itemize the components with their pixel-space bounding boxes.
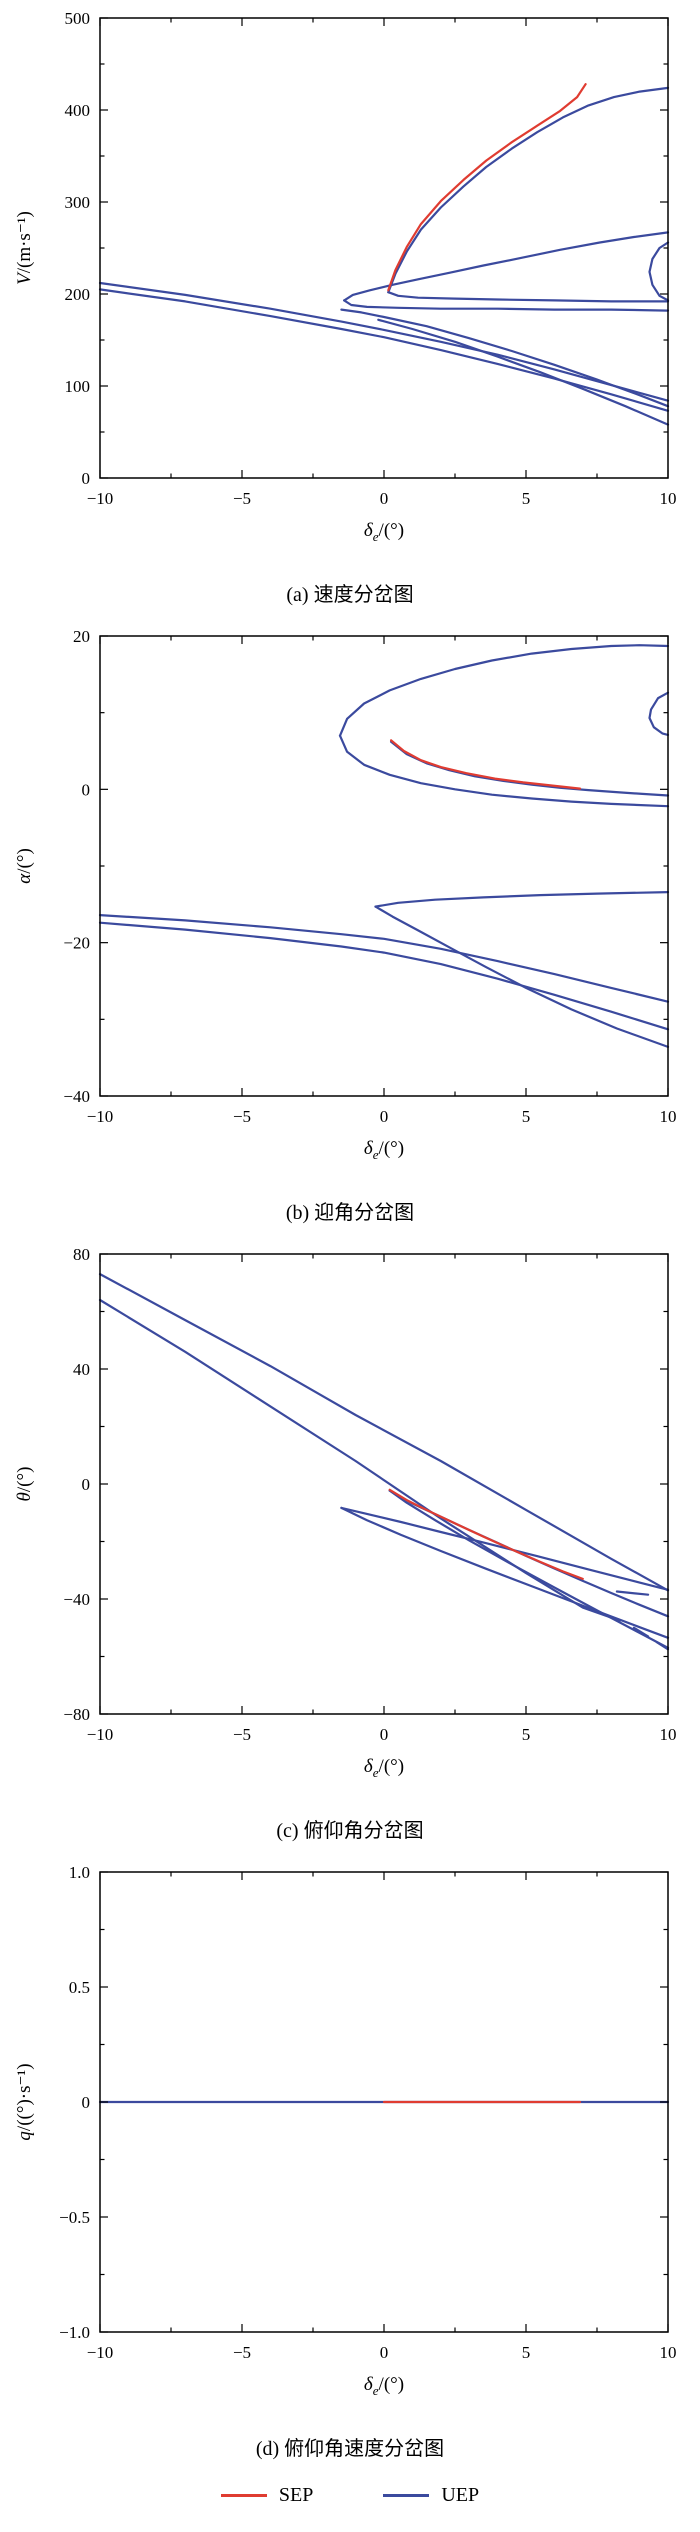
- caption-pitch-rate: (d) 俯仰角速度分岔图: [255, 2438, 445, 2460]
- svg-text:0: 0: [380, 1107, 389, 1126]
- chart-pitch-angle: −10 −5 0 5 10 −80 −40 0 40 80 δe/(°) θ/(°): [0, 1244, 700, 1816]
- x-axis-label-b: δe/(°): [364, 1138, 404, 1162]
- svg-text:0: 0: [82, 1475, 91, 1494]
- panel-velocity-bifurcation: −10 −5 0 5 10 0 100 200 300 400 500 δe/(°) V/(m·s⁻¹)…: [0, 8, 700, 610]
- chart-svg-c: −10 −5 0 5 10 −80 −40 0 40 80 δe/(°) θ/(°): [14, 1245, 677, 1780]
- x-axis-label-a: δe/(°): [364, 520, 404, 544]
- panel-pitch-angle-bifurcation: −10 −5 0 5 10 −80 −40 0 40 80 δe/(°) θ/(°) (c) 俯仰角分…: [0, 1244, 700, 1846]
- svg-text:−5: −5: [233, 1725, 251, 1744]
- svg-text:5: 5: [522, 1107, 531, 1126]
- svg-text:−5: −5: [233, 1107, 251, 1126]
- svg-text:−40: −40: [63, 1590, 90, 1609]
- svg-text:0: 0: [380, 489, 389, 508]
- x-axis-label-d: δe/(°): [364, 2374, 404, 2398]
- caption-aoa: (b) 迎角分岔图: [285, 1202, 415, 1224]
- panel-pitch-rate-bifurcation: −10 −5 0 5 10 −1.0 −0.5 0 0.5 1.0 δe/(°) q/((°)·s⁻¹…: [0, 1862, 700, 2464]
- svg-text:5: 5: [522, 1725, 531, 1744]
- svg-text:−0.5: −0.5: [59, 2208, 90, 2227]
- uep-line-swatch: [383, 2494, 430, 2497]
- svg-text:300: 300: [65, 193, 91, 212]
- panel-aoa-bifurcation: −10 −5 0 5 10 −40 −20 0 20 δe/(°) α/(°) (b) 迎角分岔图: [0, 626, 700, 1228]
- svg-text:−10: −10: [87, 1107, 114, 1126]
- svg-text:0: 0: [82, 780, 91, 799]
- chart-velocity: −10 −5 0 5 10 0 100 200 300 400 500 δe/(°) V/(m·s⁻¹): [0, 8, 700, 580]
- svg-text:10: 10: [660, 1725, 677, 1744]
- svg-text:−10: −10: [87, 2343, 114, 2362]
- svg-text:−5: −5: [233, 2343, 251, 2362]
- svg-text:400: 400: [65, 101, 91, 120]
- svg-text:−20: −20: [63, 934, 90, 953]
- y-axis-label-c: θ/(°): [14, 1467, 35, 1502]
- caption-pitch-angle: (c) 俯仰角分岔图: [276, 1820, 424, 1842]
- legend-item-uep: UEP: [383, 2484, 479, 2507]
- svg-text:10: 10: [660, 489, 677, 508]
- svg-text:−5: −5: [233, 489, 251, 508]
- svg-text:−80: −80: [63, 1705, 90, 1724]
- y-axis-label-a: V/(m·s⁻¹): [14, 211, 35, 285]
- svg-text:100: 100: [65, 377, 91, 396]
- svg-text:0: 0: [82, 2093, 91, 2112]
- svg-text:−10: −10: [87, 1725, 114, 1744]
- svg-text:500: 500: [65, 9, 91, 28]
- svg-text:10: 10: [660, 2343, 677, 2362]
- y-axis-label-b: α/(°): [14, 848, 35, 884]
- svg-text:80: 80: [73, 1245, 90, 1264]
- svg-text:5: 5: [522, 2343, 531, 2362]
- svg-text:−1.0: −1.0: [59, 2323, 90, 2342]
- svg-text:20: 20: [73, 627, 90, 646]
- svg-text:0: 0: [82, 469, 91, 488]
- x-axis-label-c: δe/(°): [364, 1756, 404, 1780]
- svg-text:10: 10: [660, 1107, 677, 1126]
- svg-text:5: 5: [522, 489, 531, 508]
- svg-text:0: 0: [380, 1725, 389, 1744]
- legend-label-sep: SEP: [278, 2484, 314, 2506]
- chart-aoa: −10 −5 0 5 10 −40 −20 0 20 δe/(°) α/(°): [0, 626, 700, 1198]
- svg-text:−10: −10: [87, 489, 114, 508]
- chart-pitch-rate: −10 −5 0 5 10 −1.0 −0.5 0 0.5 1.0 δe/(°) q/((°)·s⁻¹…: [0, 1862, 700, 2434]
- svg-text:−40: −40: [63, 1087, 90, 1106]
- caption-velocity: (a) 速度分岔图: [286, 584, 414, 606]
- svg-text:0.5: 0.5: [69, 1978, 90, 1997]
- legend: SEP UEP: [0, 2480, 700, 2525]
- chart-svg-d: −10 −5 0 5 10 −1.0 −0.5 0 0.5 1.0 δe/(°) q/((°)·s⁻¹…: [14, 1863, 677, 2398]
- y-axis-label-d: q/((°)·s⁻¹): [14, 2063, 35, 2140]
- svg-text:40: 40: [73, 1360, 90, 1379]
- legend-item-sep: SEP: [220, 2484, 314, 2507]
- svg-text:200: 200: [65, 285, 91, 304]
- svg-text:1.0: 1.0: [69, 1863, 90, 1882]
- chart-svg-b: −10 −5 0 5 10 −40 −20 0 20 δe/(°) α/(°): [14, 627, 677, 1162]
- sep-line-swatch: [220, 2494, 267, 2497]
- svg-text:0: 0: [380, 2343, 389, 2362]
- legend-label-uep: UEP: [441, 2484, 480, 2506]
